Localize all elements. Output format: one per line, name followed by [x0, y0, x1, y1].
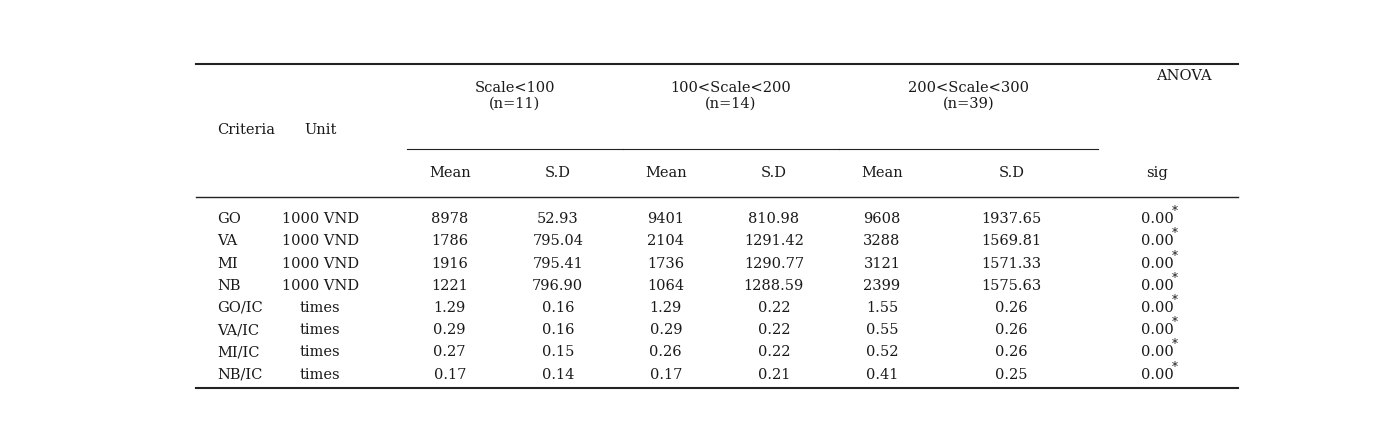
Text: 0.00: 0.00: [1142, 234, 1174, 248]
Text: 9608: 9608: [863, 212, 901, 226]
Text: S.D: S.D: [761, 166, 786, 180]
Text: 1221: 1221: [431, 279, 468, 293]
Text: 0.00: 0.00: [1142, 368, 1174, 382]
Text: 0.00: 0.00: [1142, 323, 1174, 337]
Text: Mean: Mean: [645, 166, 687, 180]
Text: Scale<100
(n=11): Scale<100 (n=11): [474, 81, 555, 111]
Text: NB: NB: [217, 279, 241, 293]
Text: MI: MI: [217, 257, 238, 270]
Text: GO: GO: [217, 212, 241, 226]
Text: 1000 VND: 1000 VND: [282, 234, 358, 248]
Text: 0.14: 0.14: [542, 368, 574, 382]
Text: times: times: [300, 345, 340, 360]
Text: 200<Scale<300
(n=39): 200<Scale<300 (n=39): [907, 81, 1029, 111]
Text: 0.00: 0.00: [1142, 212, 1174, 226]
Text: times: times: [300, 323, 340, 337]
Text: 1288.59: 1288.59: [744, 279, 804, 293]
Text: 0.25: 0.25: [995, 368, 1027, 382]
Text: 1000 VND: 1000 VND: [282, 212, 358, 226]
Text: 2104: 2104: [647, 234, 684, 248]
Text: 1290.77: 1290.77: [744, 257, 804, 270]
Text: 1575.63: 1575.63: [981, 279, 1041, 293]
Text: 0.17: 0.17: [650, 368, 682, 382]
Text: 0.52: 0.52: [866, 345, 898, 360]
Text: *: *: [1171, 361, 1178, 373]
Text: S.D: S.D: [545, 166, 570, 180]
Text: *: *: [1171, 227, 1178, 240]
Text: 8978: 8978: [431, 212, 468, 226]
Text: 1.55: 1.55: [866, 301, 898, 315]
Text: sig: sig: [1146, 166, 1168, 180]
Text: 0.00: 0.00: [1142, 279, 1174, 293]
Text: 0.00: 0.00: [1142, 301, 1174, 315]
Text: 3288: 3288: [863, 234, 901, 248]
Text: VA/IC: VA/IC: [217, 323, 259, 337]
Text: 0.21: 0.21: [758, 368, 790, 382]
Text: *: *: [1171, 316, 1178, 329]
Text: times: times: [300, 301, 340, 315]
Text: 795.41: 795.41: [533, 257, 583, 270]
Text: 0.15: 0.15: [542, 345, 574, 360]
Text: 0.29: 0.29: [434, 323, 466, 337]
Text: GO/IC: GO/IC: [217, 301, 263, 315]
Text: *: *: [1171, 205, 1178, 218]
Text: Unit: Unit: [304, 123, 336, 137]
Text: 1.29: 1.29: [434, 301, 466, 315]
Text: 0.26: 0.26: [650, 345, 682, 360]
Text: 100<Scale<200
(n=14): 100<Scale<200 (n=14): [671, 81, 790, 111]
Text: 0.41: 0.41: [866, 368, 898, 382]
Text: 1571.33: 1571.33: [981, 257, 1041, 270]
Text: 1569.81: 1569.81: [981, 234, 1041, 248]
Text: S.D: S.D: [998, 166, 1025, 180]
Text: 0.00: 0.00: [1142, 345, 1174, 360]
Text: 52.93: 52.93: [537, 212, 579, 226]
Text: times: times: [300, 368, 340, 382]
Text: 3121: 3121: [863, 257, 901, 270]
Text: 0.16: 0.16: [541, 323, 574, 337]
Text: 0.22: 0.22: [757, 301, 790, 315]
Text: *: *: [1171, 338, 1178, 351]
Text: 0.17: 0.17: [434, 368, 466, 382]
Text: 810.98: 810.98: [749, 212, 799, 226]
Text: 0.27: 0.27: [434, 345, 466, 360]
Text: 0.26: 0.26: [995, 323, 1027, 337]
Text: 1.29: 1.29: [650, 301, 682, 315]
Text: *: *: [1171, 272, 1178, 285]
Text: 0.55: 0.55: [866, 323, 898, 337]
Text: 0.26: 0.26: [995, 345, 1027, 360]
Text: Criteria: Criteria: [217, 123, 276, 137]
Text: 9401: 9401: [647, 212, 684, 226]
Text: MI/IC: MI/IC: [217, 345, 259, 360]
Text: ANOVA: ANOVA: [1157, 68, 1213, 83]
Text: 1937.65: 1937.65: [981, 212, 1041, 226]
Text: Mean: Mean: [429, 166, 471, 180]
Text: 0.16: 0.16: [541, 301, 574, 315]
Text: 795.04: 795.04: [533, 234, 583, 248]
Text: 0.00: 0.00: [1142, 257, 1174, 270]
Text: 1786: 1786: [431, 234, 468, 248]
Text: *: *: [1171, 294, 1178, 307]
Text: *: *: [1171, 250, 1178, 262]
Text: 2399: 2399: [863, 279, 901, 293]
Text: NB/IC: NB/IC: [217, 368, 263, 382]
Text: 796.90: 796.90: [533, 279, 583, 293]
Text: VA: VA: [217, 234, 238, 248]
Text: 0.29: 0.29: [650, 323, 682, 337]
Text: Mean: Mean: [861, 166, 903, 180]
Text: 1916: 1916: [431, 257, 468, 270]
Text: 0.26: 0.26: [995, 301, 1027, 315]
Text: 0.22: 0.22: [757, 323, 790, 337]
Text: 1064: 1064: [647, 279, 684, 293]
Text: 1000 VND: 1000 VND: [282, 279, 358, 293]
Text: 1736: 1736: [647, 257, 684, 270]
Text: 1000 VND: 1000 VND: [282, 257, 358, 270]
Text: 0.22: 0.22: [757, 345, 790, 360]
Text: 1291.42: 1291.42: [744, 234, 804, 248]
